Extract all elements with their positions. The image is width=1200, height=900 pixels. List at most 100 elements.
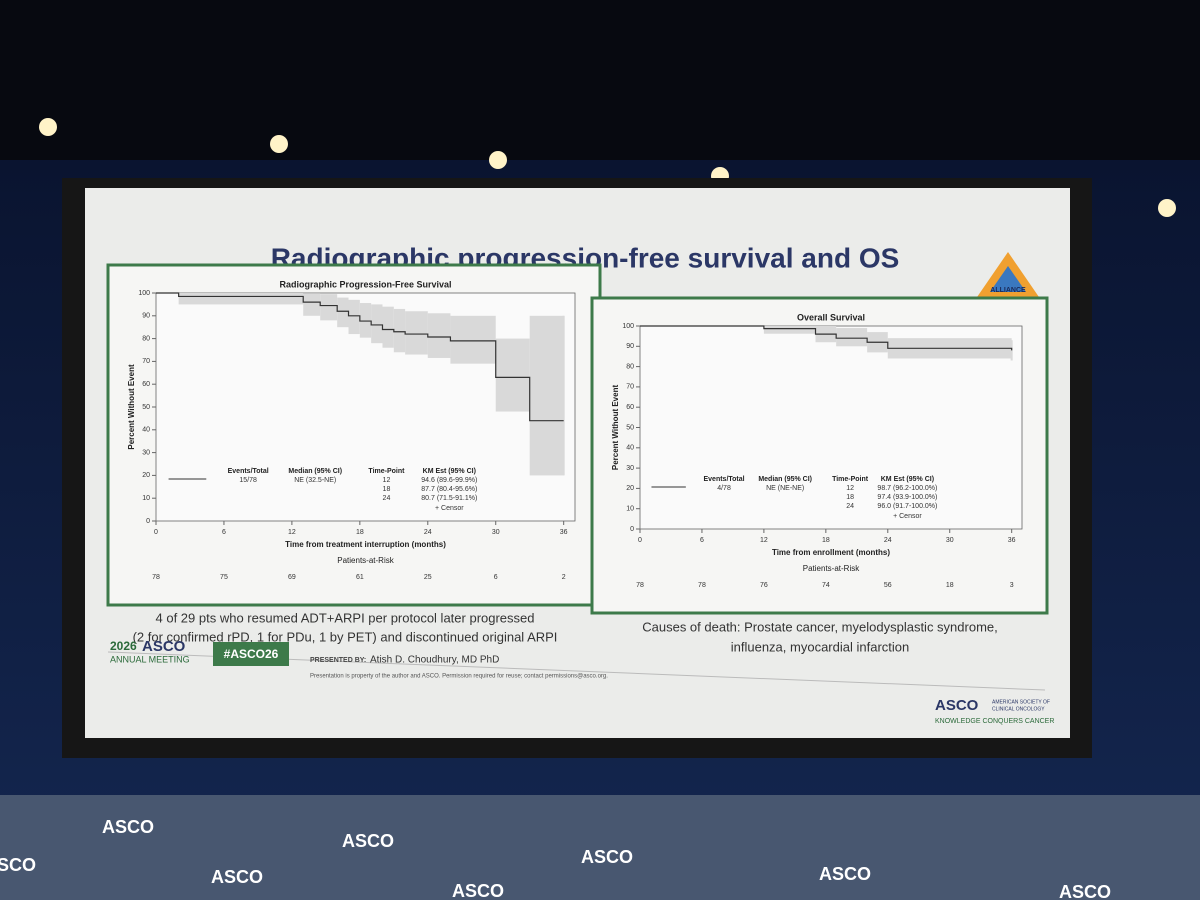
asco-tagline: CLINICAL ONCOLOGY bbox=[992, 706, 1045, 712]
at-risk-value: 56 bbox=[884, 582, 892, 589]
ci-band bbox=[529, 315, 564, 476]
meeting-name: ASCO bbox=[142, 638, 186, 655]
legend-header: Events/Total bbox=[228, 468, 269, 475]
legend-km: 80.7 (71.5-91.1%) bbox=[421, 495, 477, 502]
km-curve bbox=[156, 292, 564, 422]
presented-by: PRESENTED BY: bbox=[310, 657, 366, 664]
x-tick-label: 12 bbox=[288, 529, 296, 536]
x-tick-label: 0 bbox=[638, 537, 642, 544]
asco-tagline: AMERICAN SOCIETY OF bbox=[992, 699, 1050, 705]
at-risk-value: 76 bbox=[760, 582, 768, 589]
logo-inner bbox=[990, 266, 1026, 292]
desk-banner bbox=[0, 795, 1200, 900]
ci-band bbox=[178, 293, 304, 305]
legend-km: 87.7 (80.4-95.6%) bbox=[421, 486, 477, 493]
at-risk-label: Patients-at-Risk bbox=[803, 564, 860, 573]
legend-timepoint: 24 bbox=[846, 503, 854, 510]
y-tick-label: 60 bbox=[626, 404, 634, 411]
legend-km: 96.0 (91.7-100.0%) bbox=[877, 503, 937, 510]
legend-km: 98.7 (96.2-100.0%) bbox=[877, 485, 937, 492]
x-tick-label: 30 bbox=[492, 529, 500, 536]
banner-text: ASCO bbox=[102, 817, 154, 837]
at-risk-label: Patients-at-Risk bbox=[337, 556, 394, 565]
ci-band bbox=[371, 304, 383, 344]
x-tick-label: 24 bbox=[424, 529, 432, 536]
y-tick-label: 30 bbox=[626, 465, 634, 472]
note: (2 for confirmed rPD, 1 for PDu, 1 by PE… bbox=[133, 629, 558, 644]
x-axis-label: Time from treatment interruption (months… bbox=[285, 540, 446, 549]
hashtag: #ASCO26 bbox=[224, 647, 279, 661]
banner-text: ASCO bbox=[342, 831, 394, 851]
at-risk-value: 6 bbox=[494, 574, 498, 581]
y-tick-label: 0 bbox=[630, 526, 634, 533]
y-tick-label: 20 bbox=[626, 485, 634, 492]
at-risk-value: 3 bbox=[1010, 582, 1014, 589]
ci-band bbox=[393, 308, 406, 353]
meeting-sub: ANNUAL MEETING bbox=[110, 654, 190, 664]
x-tick-label: 24 bbox=[884, 537, 892, 544]
ci-band bbox=[495, 338, 530, 412]
at-risk-value: 25 bbox=[424, 574, 432, 581]
note: 4 of 29 pts who resumed ADT+ARPI per pro… bbox=[156, 610, 535, 625]
note: influenza, myocardial infarction bbox=[731, 639, 909, 654]
y-tick-label: 50 bbox=[142, 404, 150, 411]
y-tick-label: 90 bbox=[142, 313, 150, 320]
x-tick-label: 18 bbox=[822, 537, 830, 544]
y-tick-label: 100 bbox=[138, 290, 150, 297]
charts: Radiographic Progression-Free Survival 0 1… bbox=[127, 279, 1023, 589]
legend-timepoint: 12 bbox=[846, 485, 854, 492]
plot-frame bbox=[639, 325, 1023, 530]
banner-text: ASCO bbox=[581, 847, 633, 867]
at-risk-value: 75 bbox=[220, 574, 228, 581]
asco-motto: KNOWLEDGE CONQUERS CANCER bbox=[935, 718, 1054, 725]
ci-band bbox=[405, 311, 428, 355]
y-tick-label: 70 bbox=[626, 384, 634, 391]
asco-logo: ASCO bbox=[935, 697, 979, 714]
x-tick-label: 36 bbox=[1008, 537, 1016, 544]
ci-band bbox=[337, 297, 349, 328]
legend-events: 4/78 bbox=[717, 485, 731, 492]
y-tick-label: 40 bbox=[626, 445, 634, 452]
legend-header: KM Est (95% CI) bbox=[423, 468, 476, 475]
y-tick-label: 50 bbox=[626, 424, 634, 431]
legend-header: Time-Point bbox=[832, 476, 869, 483]
meeting-year: 2026 bbox=[110, 639, 137, 653]
x-tick-label: 6 bbox=[700, 537, 704, 544]
at-risk-value: 18 bbox=[946, 582, 954, 589]
legend-km: 94.6 (89.6-99.9%) bbox=[421, 477, 477, 484]
y-tick-label: 30 bbox=[142, 449, 150, 456]
y-tick-label: 40 bbox=[142, 427, 150, 434]
legend-km: 97.4 (93.9-100.0%) bbox=[877, 494, 937, 501]
legend-header: Events/Total bbox=[703, 476, 744, 483]
ci-band bbox=[320, 294, 338, 321]
legend-median: NE (32.5-NE) bbox=[294, 477, 336, 484]
y-tick-label: 10 bbox=[626, 506, 634, 513]
x-tick-label: 18 bbox=[356, 529, 364, 536]
banner-text: ASCO bbox=[211, 867, 263, 887]
at-risk-value: 61 bbox=[356, 574, 364, 581]
at-risk-value: 74 bbox=[822, 582, 830, 589]
y-tick-label: 80 bbox=[142, 335, 150, 342]
at-risk-value: 78 bbox=[698, 582, 706, 589]
at-risk-value: 2 bbox=[562, 574, 566, 581]
disclaimer: Presentation is property of the author a… bbox=[310, 674, 608, 680]
y-tick-label: 100 bbox=[622, 323, 634, 330]
note: Causes of death: Prostate cancer, myelod… bbox=[642, 619, 998, 634]
legend-events: 15/78 bbox=[239, 477, 257, 484]
km-curve bbox=[640, 325, 1013, 351]
x-tick-label: 12 bbox=[760, 537, 768, 544]
legend-header: Median (95% CI) bbox=[758, 476, 812, 483]
y-tick-label: 80 bbox=[626, 363, 634, 370]
ci-band bbox=[303, 293, 321, 316]
at-risk-value: 69 bbox=[288, 574, 296, 581]
chart-title: Radiographic Progression-Free Survival bbox=[279, 279, 451, 289]
ci-band bbox=[836, 328, 868, 347]
y-tick-label: 90 bbox=[626, 343, 634, 350]
legend-timepoint: 18 bbox=[383, 486, 391, 493]
legend-header: KM Est (95% CI) bbox=[881, 476, 934, 483]
ci-band bbox=[427, 313, 451, 358]
y-tick-label: 0 bbox=[146, 518, 150, 525]
banner-group: ASCO ASCO ASCO ASCO ASCO ASCO ASCO ASCO bbox=[0, 817, 1111, 900]
y-axis-label: Percent Without Event bbox=[127, 364, 136, 450]
